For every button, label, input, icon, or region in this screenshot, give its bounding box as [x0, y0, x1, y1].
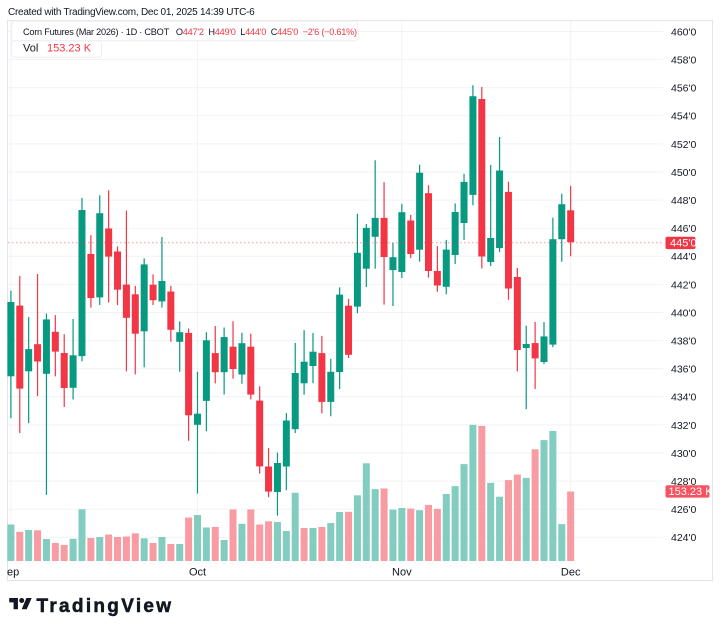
svg-text:454'0: 454'0 [671, 111, 697, 123]
svg-text:TradingView: TradingView [37, 596, 174, 617]
svg-text:434'0: 434'0 [671, 392, 697, 404]
svg-text:452'0: 452'0 [671, 139, 697, 151]
svg-text:Dec: Dec [561, 567, 581, 579]
svg-text:Created with TradingView.com,: Created with TradingView.com, Dec 01, 20… [8, 7, 255, 18]
svg-text:440'0: 440'0 [671, 307, 697, 319]
svg-text:445'0: 445'0 [670, 237, 697, 249]
svg-text:438'0: 438'0 [671, 336, 697, 348]
svg-text:Oct: Oct [189, 567, 206, 579]
svg-text:460'0: 460'0 [671, 26, 697, 38]
svg-text:446'0: 446'0 [671, 223, 697, 235]
svg-text:ep: ep [7, 567, 19, 579]
svg-text:456'0: 456'0 [671, 83, 697, 95]
svg-text:Corn Futures (Mar 2026) · 1D ·: Corn Futures (Mar 2026) · 1D · CBOT O447… [23, 27, 357, 37]
svg-text:426'0: 426'0 [671, 504, 697, 516]
svg-text:448'0: 448'0 [671, 195, 697, 207]
svg-text:450'0: 450'0 [671, 167, 697, 179]
svg-text:153.23 K: 153.23 K [47, 43, 92, 55]
svg-text:430'0: 430'0 [671, 448, 697, 460]
svg-text:432'0: 432'0 [671, 420, 697, 432]
svg-text:424'0: 424'0 [671, 532, 697, 544]
svg-text:444'0: 444'0 [671, 251, 697, 263]
svg-text:153.23 K: 153.23 K [669, 486, 714, 498]
svg-text:458'0: 458'0 [671, 55, 697, 67]
svg-text:442'0: 442'0 [671, 279, 697, 291]
svg-text:Nov: Nov [392, 567, 412, 579]
svg-text:436'0: 436'0 [671, 364, 697, 376]
svg-text:428'0: 428'0 [671, 476, 697, 488]
svg-text:Vol: Vol [23, 43, 38, 55]
